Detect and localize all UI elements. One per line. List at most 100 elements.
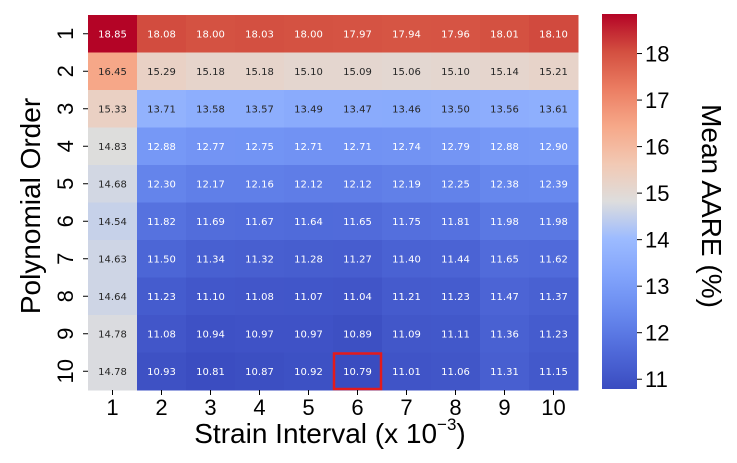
cell-value-r8-c5: 11.07	[294, 292, 323, 303]
cell-value-r8-c1: 14.64	[98, 292, 127, 303]
cell-value-r8-c8: 11.23	[441, 292, 470, 303]
cell-value-r6-c4: 11.67	[245, 217, 274, 228]
cell-value-r10-c8: 11.06	[441, 367, 470, 378]
cell-value-r6-c9: 11.98	[490, 217, 519, 228]
y-tick-4: 4	[53, 140, 78, 152]
cell-value-r4-c3: 12.77	[196, 142, 225, 153]
cell-value-r7-c6: 11.27	[343, 254, 372, 265]
x-axis-title-exponent: −3	[437, 415, 456, 434]
cell-value-r7-c1: 14.63	[98, 254, 127, 265]
x-tick-9: 9	[498, 395, 510, 420]
cell-value-r2-c8: 15.10	[441, 67, 470, 78]
cell-value-r3-c8: 13.50	[441, 104, 470, 115]
cell-value-r10-c10: 11.15	[539, 367, 568, 378]
cell-value-r8-c9: 11.47	[490, 292, 519, 303]
cell-value-r5-c7: 12.19	[392, 179, 421, 190]
colorbar-tick-14: 14	[645, 228, 669, 253]
cell-value-r10-c5: 10.92	[294, 367, 323, 378]
x-tick-4: 4	[253, 395, 265, 420]
x-axis-title-main: Strain Interval (x 10	[194, 418, 437, 449]
cell-value-r3-c4: 13.57	[245, 104, 274, 115]
cell-value-r7-c10: 11.62	[539, 254, 568, 265]
x-axis-title: Strain Interval (x 10−3)	[194, 415, 466, 449]
cell-value-r5-c9: 12.38	[490, 179, 519, 190]
cell-value-r4-c7: 12.74	[392, 142, 421, 153]
cell-value-r3-c10: 13.61	[539, 104, 568, 115]
cell-value-r2-c10: 15.21	[539, 67, 568, 78]
cell-value-r8-c6: 11.04	[343, 292, 372, 303]
x-tick-3: 3	[204, 395, 216, 420]
cell-value-r10-c4: 10.87	[245, 367, 274, 378]
y-tick-5: 5	[53, 178, 78, 190]
colorbar-tick-16: 16	[645, 135, 669, 160]
colorbar-tick-12: 12	[645, 321, 669, 346]
cell-value-r4-c4: 12.75	[245, 142, 274, 153]
cell-value-r1-c4: 18.03	[245, 29, 274, 40]
cell-value-r6-c8: 11.81	[441, 217, 470, 228]
cell-value-r5-c4: 12.16	[245, 179, 274, 190]
cell-value-r5-c10: 12.39	[539, 179, 568, 190]
cell-value-r8-c2: 11.23	[147, 292, 176, 303]
cell-value-r7-c5: 11.28	[294, 254, 323, 265]
cell-value-r8-c3: 11.10	[196, 292, 225, 303]
cell-value-r5-c2: 12.30	[147, 179, 176, 190]
cell-value-r3-c6: 13.47	[343, 104, 372, 115]
cell-value-r1-c8: 17.96	[441, 29, 470, 40]
x-tick-10: 10	[541, 395, 565, 420]
cell-value-r1-c10: 18.10	[539, 29, 568, 40]
cell-value-r1-c3: 18.00	[196, 29, 225, 40]
cell-value-r2-c4: 15.18	[245, 67, 274, 78]
cell-value-r2-c6: 15.09	[343, 67, 372, 78]
y-tick-1: 1	[53, 28, 78, 40]
cell-value-r1-c5: 18.00	[294, 29, 323, 40]
cell-value-r4-c10: 12.90	[539, 142, 568, 153]
x-tick-7: 7	[400, 395, 412, 420]
cell-value-r7-c3: 11.34	[196, 254, 225, 265]
cell-value-r2-c7: 15.06	[392, 67, 421, 78]
cell-value-r5-c3: 12.17	[196, 179, 225, 190]
y-tick-2: 2	[53, 65, 78, 77]
cell-value-r4-c2: 12.88	[147, 142, 176, 153]
cell-value-r9-c7: 11.09	[392, 329, 421, 340]
cell-value-r5-c6: 12.12	[343, 179, 372, 190]
colorbar-tick-17: 17	[645, 88, 669, 113]
y-tick-3: 3	[53, 103, 78, 115]
cell-value-r5-c5: 12.12	[294, 179, 323, 190]
x-tick-labels: 1 2 3 4 5 6 7 8 9 10	[106, 390, 565, 420]
cell-value-r1-c9: 18.01	[490, 29, 519, 40]
cell-value-r1-c7: 17.94	[392, 29, 421, 40]
cell-value-r10-c9: 11.31	[490, 367, 519, 378]
x-tick-2: 2	[155, 395, 167, 420]
cell-value-r9-c9: 11.36	[490, 329, 519, 340]
cell-value-r8-c4: 11.08	[245, 292, 274, 303]
x-tick-6: 6	[351, 395, 363, 420]
y-tick-7: 7	[53, 253, 78, 265]
y-axis-title: Polynomial Order	[15, 98, 46, 314]
cell-value-r6-c6: 11.65	[343, 217, 372, 228]
cell-value-r9-c3: 10.94	[196, 329, 225, 340]
cell-value-r4-c8: 12.79	[441, 142, 470, 153]
cell-value-r9-c6: 10.89	[343, 329, 372, 340]
cell-value-r6-c5: 11.64	[294, 217, 323, 228]
cell-value-r7-c2: 11.50	[147, 254, 176, 265]
y-tick-labels: 12345678910	[53, 28, 88, 384]
cell-value-r6-c1: 14.54	[98, 217, 127, 228]
y-tick-10: 10	[53, 359, 78, 383]
cell-value-r8-c10: 11.37	[539, 292, 568, 303]
cell-value-r9-c4: 10.97	[245, 329, 274, 340]
colorbar-tick-18: 18	[645, 42, 669, 67]
cell-value-r2-c2: 15.29	[147, 67, 176, 78]
cell-value-r2-c9: 15.14	[490, 67, 519, 78]
colorbar-tick-15: 15	[645, 181, 669, 206]
cell-value-r3-c2: 13.71	[147, 104, 176, 115]
y-tick-8: 8	[53, 290, 78, 302]
cell-value-r10-c1: 14.78	[98, 367, 127, 378]
cell-value-r3-c3: 13.58	[196, 104, 225, 115]
cell-value-r6-c2: 11.82	[147, 217, 176, 228]
cell-value-r1-c6: 17.97	[343, 29, 372, 40]
cell-value-r1-c1: 18.85	[98, 29, 127, 40]
cell-value-r9-c5: 10.97	[294, 329, 323, 340]
cell-value-r3-c5: 13.49	[294, 104, 323, 115]
cell-value-r7-c8: 11.44	[441, 254, 470, 265]
cell-value-r8-c7: 11.21	[392, 292, 421, 303]
